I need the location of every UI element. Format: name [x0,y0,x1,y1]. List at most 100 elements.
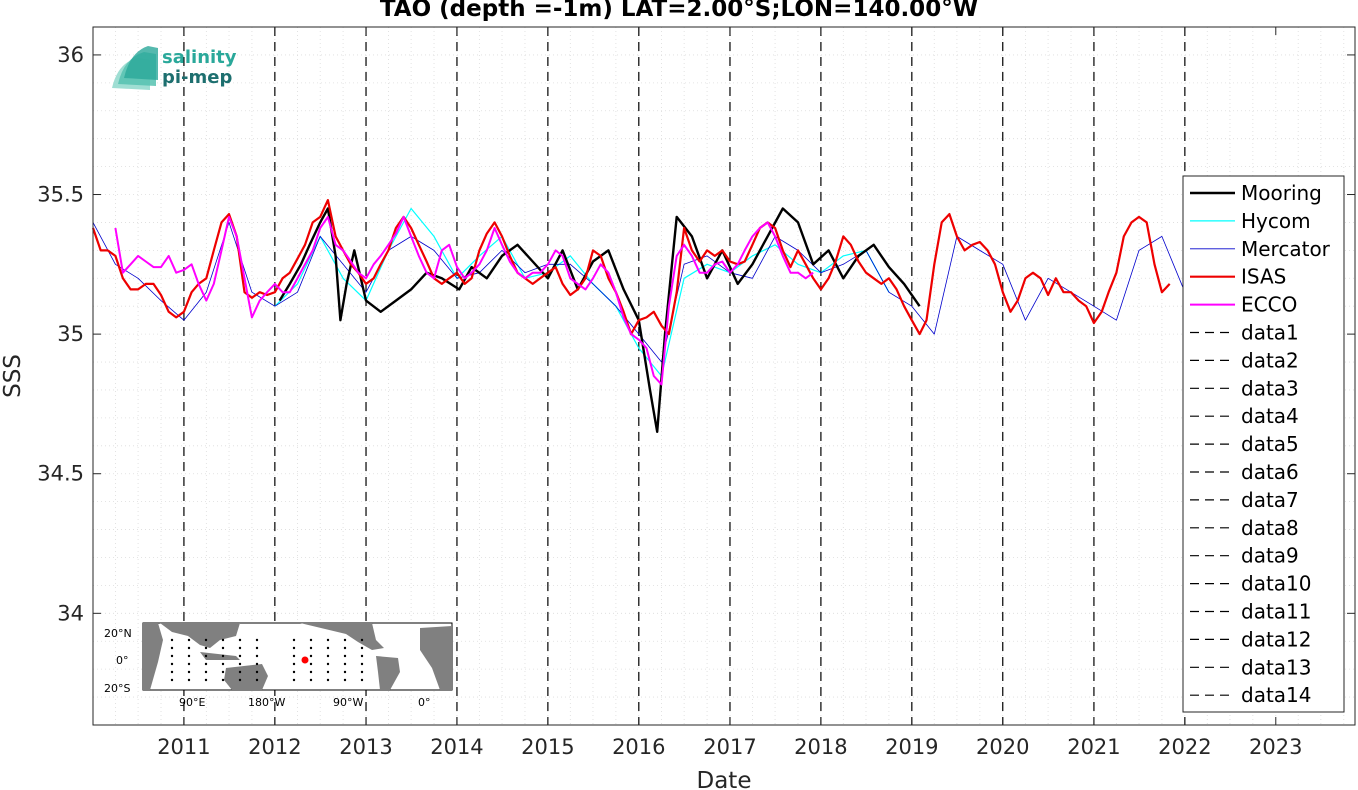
x-tick-label: 2021 [1067,735,1120,759]
buoy-dot [326,662,330,666]
buoy-dot [221,646,225,650]
buoy-dot [255,654,259,658]
buoy-dot [187,638,191,642]
buoy-dot [326,638,330,642]
y-tick-label: 34 [57,601,84,625]
buoy-dot [221,654,225,658]
buoy-dot [255,638,259,642]
legend-label: Mooring [1241,181,1322,205]
buoy-dot [309,662,313,666]
africa-east-landmass [420,626,452,690]
buoy-dot [326,670,330,674]
grid-lines [92,27,1355,725]
buoy-dot [360,646,364,650]
series-line-mooring [278,207,921,433]
buoy-dot [309,678,313,682]
buoy-dot [170,662,174,666]
buoy-dot [343,678,347,682]
x-tick-label: 2023 [1249,735,1302,759]
y-tick-label: 35.5 [37,183,84,207]
plot-frame [92,26,1356,726]
buoy-dot [204,654,208,658]
buoy-dot [238,638,242,642]
x-tick-label: 2011 [157,735,210,759]
buoy-dot [204,662,208,666]
series-line-hycom [274,207,890,377]
buoy-dot [255,678,259,682]
legend-label: data9 [1241,544,1299,568]
salinity-pimep-logo: salinity pi-mep [112,46,237,90]
buoy-dot [360,654,364,658]
australia-landmass [224,664,268,690]
x-tick-label: 2012 [248,735,301,759]
y-axis-label: SSS [0,354,26,398]
legend-label: Hycom [1241,209,1311,233]
buoy-dot [309,654,313,658]
buoy-dot [360,670,364,674]
buoy-dot [204,678,208,682]
legend-label: data10 [1241,572,1312,596]
buoy-dot [238,662,242,666]
buoy-dot [170,670,174,674]
legend-label: data3 [1241,376,1299,400]
buoy-dot [187,662,191,666]
wave-logo-icon [112,46,158,90]
buoy-dot [204,646,208,650]
buoy-dot [187,646,191,650]
buoy-dot [238,646,242,650]
legend-label: data7 [1241,488,1299,512]
selected-mooring-marker [301,656,309,664]
legend: Mooring Hycom Mercator ISAS ECCO data1 data2 da… [1182,175,1345,713]
buoy-dot [170,678,174,682]
buoy-dot [292,638,296,642]
buoy-dot [187,670,191,674]
buoy-dot [292,678,296,682]
x-tick-label: 2014 [430,735,483,759]
legend-label: data8 [1241,516,1299,540]
buoy-dot [255,670,259,674]
buoy-dot [326,646,330,650]
data-series [91,199,1345,433]
buoy-dot [187,678,191,682]
buoy-dot [292,662,296,666]
buoy-dot [170,646,174,650]
map-lon-label-90e: 90°E [179,696,205,709]
buoy-dot [255,662,259,666]
y-tick-label: 34.5 [37,462,84,486]
buoy-dot [238,670,242,674]
legend-label: data11 [1241,600,1312,624]
buoy-dot [360,662,364,666]
map-lon-label-0: 0° [418,696,431,709]
buoy-dot [343,654,347,658]
buoy-dot [221,638,225,642]
series-line-ecco [114,215,814,386]
logo-text-salinity: salinity [162,47,237,68]
asia-landmass [160,623,240,648]
buoy-dot [187,654,191,658]
legend-label: data2 [1241,348,1299,372]
buoy-dot [238,678,242,682]
indonesia-landmass [200,652,240,660]
buoy-dot [309,638,313,642]
legend-label: ECCO [1241,293,1297,317]
map-lat-label-20s: 20°S [104,682,130,695]
buoy-dot [343,638,347,642]
x-tick-label: 2019 [885,735,938,759]
north-america-landmass [300,623,384,650]
map-lon-label-180w: 180°W [248,696,285,709]
buoy-dot [221,662,225,666]
legend-label: data1 [1241,321,1299,345]
x-tick-label: 2018 [794,735,847,759]
x-tick-label: 2016 [612,735,665,759]
buoy-dot [170,654,174,658]
inset-location-map: 20°N 0° 20°S 90°E 180°W 90°W 0° [104,622,453,709]
x-tick-label: 2013 [339,735,392,759]
buoy-dot [221,678,225,682]
buoy-dot [204,638,208,642]
series-line-mercator [92,221,1345,363]
south-america-landmass [376,656,400,690]
x-axis-label: Date [697,768,752,790]
buoy-dot [360,638,364,642]
legend-label: data4 [1241,404,1299,428]
